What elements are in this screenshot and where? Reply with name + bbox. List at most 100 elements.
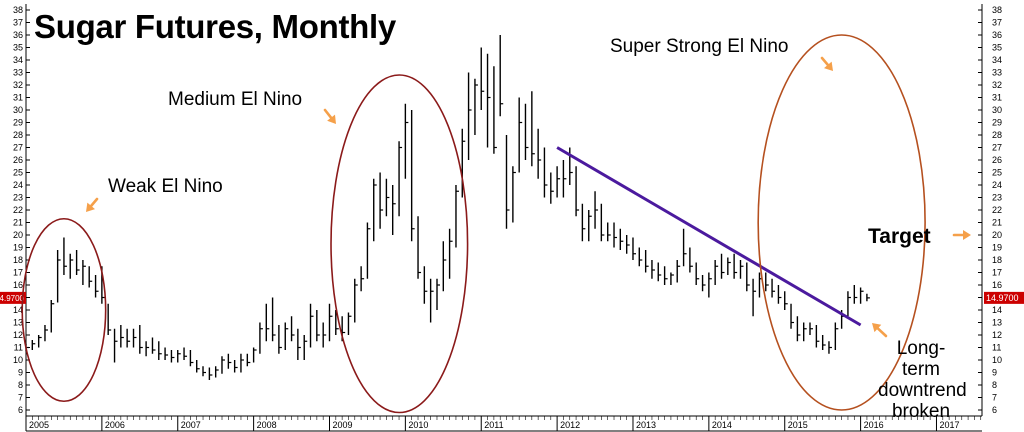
arrow-head <box>86 202 95 212</box>
y-tick-label-left: 16 <box>13 280 23 290</box>
x-tick-label: 2010 <box>408 420 428 430</box>
y-tick-label-right: 14 <box>992 305 1002 315</box>
y-tick-label-left: 38 <box>13 5 23 15</box>
y-tick-label-right: 31 <box>992 93 1002 103</box>
annotation-weak-el-nino: Weak El Nino <box>108 176 223 197</box>
y-tick-label-right: 23 <box>992 193 1002 203</box>
last-price-tag-left <box>0 291 26 304</box>
y-tick-label-right: 12 <box>992 330 1002 340</box>
last-price-tag-right <box>984 291 1024 304</box>
y-tick-label-left: 27 <box>13 143 23 153</box>
x-tick-label: 2005 <box>29 420 49 430</box>
arrow-head <box>872 323 882 333</box>
y-tick-label-left: 28 <box>13 130 23 140</box>
y-tick-label-right: 32 <box>992 80 1002 90</box>
chart-title: Sugar Futures, Monthly <box>34 8 396 45</box>
y-tick-label-left: 21 <box>13 218 23 228</box>
y-tick-label-left: 11 <box>14 343 23 353</box>
arrow-head <box>824 61 833 71</box>
y-tick-label-left: 22 <box>13 205 23 215</box>
y-tick-label-left: 14 <box>13 305 23 315</box>
downtrend-line-3: broken <box>891 401 951 422</box>
x-tick-label: 2015 <box>788 420 808 430</box>
x-tick-label: 2017 <box>939 420 959 430</box>
annotation-super-el-nino: Super Strong El Nino <box>610 36 789 57</box>
y-tick-label-left: 37 <box>13 18 23 28</box>
y-tick-label-right: 10 <box>992 355 1002 365</box>
y-tick-label-right: 37 <box>992 18 1002 28</box>
y-tick-label-right: 9 <box>992 368 997 378</box>
arrow-head <box>963 230 971 240</box>
y-tick-label-right: 35 <box>992 43 1002 53</box>
y-tick-label-left: 32 <box>13 80 23 90</box>
chart-overlays <box>21 34 971 414</box>
y-tick-label-right: 22 <box>992 205 1002 215</box>
y-tick-label-right: 17 <box>992 268 1002 278</box>
y-tick-label-left: 7 <box>18 393 23 403</box>
last-price-label-right: 14.9700 <box>986 293 1019 303</box>
y-tick-label-left: 10 <box>13 355 23 365</box>
y-tick-label-right: 28 <box>992 130 1002 140</box>
y-tick-label-right: 25 <box>992 168 1002 178</box>
y-tick-label-left: 18 <box>13 255 23 265</box>
y-tick-label-right: 34 <box>992 55 1002 65</box>
y-tick-label-right: 13 <box>992 318 1002 328</box>
annotation-downtrend-broken: Long-term downtrend broken <box>878 338 967 422</box>
x-tick-label: 2013 <box>636 420 656 430</box>
y-tick-label-left: 35 <box>13 43 23 53</box>
arrow-head <box>327 114 336 124</box>
y-tick-label-right: 11 <box>992 343 1001 353</box>
arrow-downtrend-broken <box>872 323 888 338</box>
ellipse-weak-el-nino <box>21 217 107 403</box>
arrow-target <box>952 230 971 240</box>
y-tick-label-right: 27 <box>992 143 1002 153</box>
ohlc-bars <box>25 35 870 380</box>
ellipse-medium-el-nino <box>330 74 469 414</box>
y-tick-label-left: 34 <box>13 55 23 65</box>
y-tick-label-left: 19 <box>13 243 23 253</box>
y-tick-label-left: 29 <box>13 118 23 128</box>
x-tick-label: 2012 <box>560 420 580 430</box>
arrow-shaft <box>323 108 333 120</box>
y-tick-label-left: 25 <box>13 168 23 178</box>
last-price-label-left: 14.9700 <box>0 294 25 303</box>
arrow-shaft <box>876 327 888 338</box>
ellipse-super-el-nino <box>757 34 926 411</box>
y-tick-label-left: 6 <box>18 405 23 415</box>
arrow-shaft <box>89 197 99 208</box>
x-tick-label: 2011 <box>484 420 503 430</box>
arrow-weak-el-nino <box>86 197 99 212</box>
annotation-medium-el-nino: Medium El Nino <box>168 89 303 110</box>
y-tick-label-right: 38 <box>992 5 1002 15</box>
y-tick-label-left: 20 <box>13 230 23 240</box>
y-tick-label-left: 13 <box>13 318 23 328</box>
downtrend-line <box>556 146 862 327</box>
y-tick-label-left: 33 <box>13 68 23 78</box>
y-tick-label-right: 33 <box>992 68 1002 78</box>
x-tick-label: 2016 <box>864 420 884 430</box>
y-tick-label-left: 23 <box>13 193 23 203</box>
y-tick-label-right: 16 <box>992 280 1002 290</box>
y-tick-label-left: 17 <box>13 268 23 278</box>
y-tick-label-right: 29 <box>992 118 1002 128</box>
y-tick-label-right: 6 <box>992 405 997 415</box>
y-tick-label-right: 21 <box>992 218 1002 228</box>
y-tick-label-right: 24 <box>992 180 1002 190</box>
y-tick-label-right: 20 <box>992 230 1002 240</box>
x-tick-label: 2009 <box>332 420 352 430</box>
arrow-shaft <box>820 56 830 67</box>
y-tick-label-right: 26 <box>992 155 1002 165</box>
y-tick-label-right: 30 <box>992 105 1002 115</box>
y-tick-label-left: 26 <box>13 155 23 165</box>
y-tick-label-left: 9 <box>18 368 23 378</box>
annotation-target: Target <box>868 225 931 248</box>
y-tick-label-right: 36 <box>992 30 1002 40</box>
x-tick-label: 2014 <box>712 420 732 430</box>
y-tick-label-left: 12 <box>13 330 23 340</box>
y-tick-label-right: 8 <box>992 380 997 390</box>
y-tick-label-right: 19 <box>992 243 1002 253</box>
y-tick-label-left: 31 <box>13 93 23 103</box>
y-tick-label-left: 30 <box>13 105 23 115</box>
x-tick-label: 2006 <box>105 420 125 430</box>
